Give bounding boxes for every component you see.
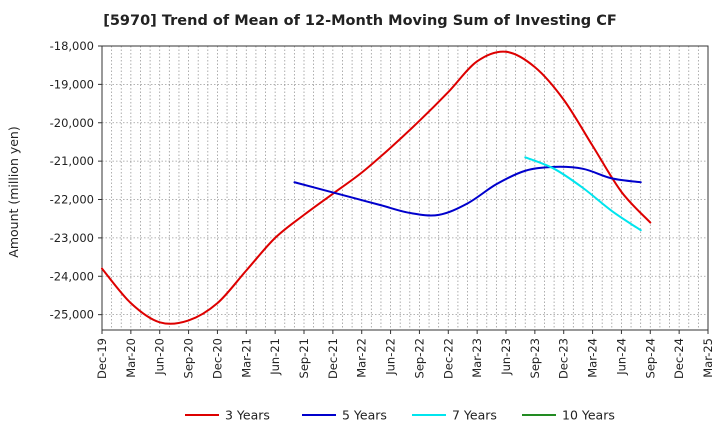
legend: 3 Years 5 Years 7 Years 10 Years xyxy=(185,408,615,423)
x-tick-label: Sep-22 xyxy=(412,338,426,378)
legend-label-3-years: 3 Years xyxy=(225,408,270,423)
x-tick-label: Dec-19 xyxy=(95,338,109,379)
x-tick-label: Dec-21 xyxy=(326,338,340,379)
axes: -18,000 -19,000 -20,000 -21,000 -22,000 -23,0… xyxy=(50,39,715,379)
y-tick-label: -21,000 xyxy=(50,154,94,168)
x-tick-label: Mar-25 xyxy=(701,338,715,378)
y-tick-label: -22,000 xyxy=(50,193,94,207)
x-tick-label: Jun-22 xyxy=(384,338,398,376)
x-tick-label: Mar-20 xyxy=(124,338,138,378)
x-tick-label: Dec-22 xyxy=(441,338,455,379)
x-tick-label: Jun-23 xyxy=(499,338,513,376)
y-tick-label: -20,000 xyxy=(50,116,94,130)
y-axis-title: Amount (million yen) xyxy=(6,126,21,257)
plot-area xyxy=(102,46,708,330)
x-tick-label: Mar-21 xyxy=(239,338,253,378)
chart-title: [5970] Trend of Mean of 12-Month Moving … xyxy=(103,13,617,29)
y-tick-label: -19,000 xyxy=(50,77,94,91)
x-tick-label: Sep-20 xyxy=(182,338,196,378)
series-line-3-years xyxy=(101,50,652,325)
legend-label-5-years: 5 Years xyxy=(342,408,387,423)
x-tick-label: Jun-21 xyxy=(268,338,282,376)
plot-border xyxy=(101,45,709,331)
legend-label-10-years: 10 Years xyxy=(562,408,615,423)
y-tick-label: -25,000 xyxy=(50,308,94,322)
x-tick-label: Sep-23 xyxy=(528,338,542,378)
x-tick-label: Jun-20 xyxy=(153,338,167,376)
x-tick-label: Dec-23 xyxy=(557,338,571,379)
series-line-7-years xyxy=(524,156,642,232)
x-tick-label: Dec-24 xyxy=(672,338,686,379)
y-tick-label: -18,000 xyxy=(50,39,94,53)
y-tick-label: -23,000 xyxy=(50,231,94,245)
x-tick-label: Jun-24 xyxy=(614,338,628,376)
x-tick-label: Mar-22 xyxy=(355,338,369,378)
x-tick-label: Mar-24 xyxy=(586,338,600,378)
x-tick-label: Sep-21 xyxy=(297,338,311,378)
x-tick-label: Sep-24 xyxy=(643,338,657,378)
legend-label-7-years: 7 Years xyxy=(452,408,497,423)
series xyxy=(101,50,652,325)
x-tick-label: Dec-20 xyxy=(210,338,224,379)
series-line-5-years xyxy=(293,165,642,217)
grid xyxy=(101,45,709,330)
x-tick-label: Mar-23 xyxy=(470,338,484,378)
y-tick-label: -24,000 xyxy=(50,269,94,283)
